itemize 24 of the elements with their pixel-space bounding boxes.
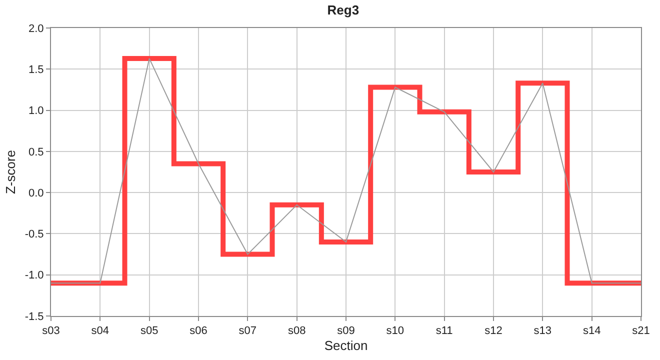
x-tick-label: s12 xyxy=(484,325,502,338)
y-tick-label: 0.0 xyxy=(28,187,44,200)
x-tick-label: s13 xyxy=(534,325,552,338)
x-tick-label: s10 xyxy=(386,325,404,338)
x-tick-label: s05 xyxy=(140,325,158,338)
chart-title: Reg3 xyxy=(327,2,360,18)
y-tick-label: -1.0 xyxy=(24,270,44,282)
y-tick-label: 0.5 xyxy=(28,146,44,158)
y-tick-label: 2.0 xyxy=(28,22,44,35)
y-tick-label: 1.0 xyxy=(28,105,44,118)
x-tick-label: s08 xyxy=(288,325,306,338)
x-tick-label: s07 xyxy=(238,325,257,338)
x-tick-label: s09 xyxy=(337,325,355,338)
x-tick-label: s03 xyxy=(42,325,60,338)
x-tick-label: s21 xyxy=(632,325,650,338)
x-tick-label: s04 xyxy=(91,325,110,338)
y-axis-title: Z-score xyxy=(2,150,18,194)
y-tick-label: 1.5 xyxy=(28,64,44,76)
x-tick-label: s11 xyxy=(436,325,453,338)
x-tick-label: s14 xyxy=(582,325,601,338)
x-axis-title: Section xyxy=(324,338,368,353)
y-tick-label: -0.5 xyxy=(24,228,44,241)
x-tick-label: s06 xyxy=(190,325,208,338)
y-tick-label: -1.5 xyxy=(24,310,44,323)
